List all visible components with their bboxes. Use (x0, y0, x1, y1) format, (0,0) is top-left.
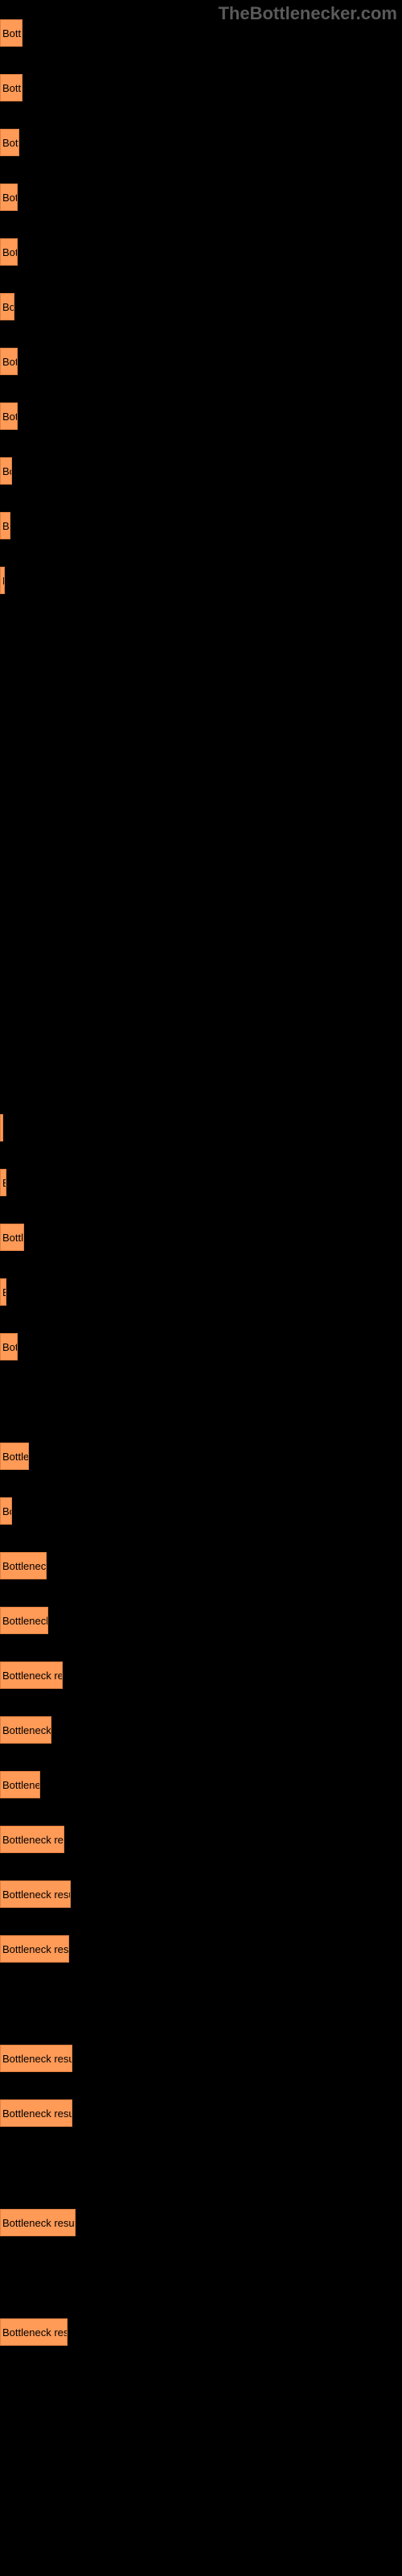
bar: Bottleneck result (0, 402, 18, 430)
bar-label: Bottleneck result (2, 1779, 39, 1791)
bar: Bottleneck result (0, 1333, 18, 1360)
bar-row: Bottleneck result (0, 238, 18, 266)
bar-row (0, 1114, 3, 1141)
bar-label: Bottleneck result (2, 1834, 64, 1846)
bar-row: Bottleneck result (0, 567, 5, 594)
bar-label: Bottleneck result (2, 1232, 23, 1244)
watermark-text: TheBottlenecker.com (218, 3, 397, 24)
bar-row: Bottleneck result (0, 2099, 72, 2127)
bar-label: Bottleneck result (2, 1177, 6, 1189)
bar: Bottleneck result (0, 2099, 72, 2127)
bar-row: Bottleneck result (0, 1333, 18, 1360)
bar: Bottleneck result (0, 567, 5, 594)
bar: Bottleneck result (0, 129, 19, 156)
bar: Bottleneck result (0, 1662, 63, 1689)
bar-row: Bottleneck result (0, 129, 19, 156)
bar: Bottleneck result (0, 1278, 6, 1306)
bar-row: Bottleneck result (0, 74, 23, 101)
bar-label: Bottleneck result (2, 575, 4, 587)
bar: Bottleneck result (0, 1443, 29, 1470)
bar: Bottleneck result (0, 1716, 51, 1744)
bar-row: Bottleneck result (0, 457, 12, 485)
bar-row: Bottleneck result (0, 1826, 64, 1853)
bar-row: Bottleneck result (0, 402, 18, 430)
bar-label: Bottleneck result (2, 82, 22, 94)
bar-label: Bottleneck result (2, 2107, 72, 2120)
bar-row: Bottleneck result (0, 2045, 72, 2072)
bar-row: Bottleneck result (0, 348, 18, 375)
bar: Bottleneck result (0, 1552, 47, 1579)
bar-row: Bottleneck result (0, 2318, 68, 2346)
bar: Bottleneck result (0, 1497, 12, 1525)
bar-row: Bottleneck result (0, 2209, 76, 2236)
bar: Bottleneck result (0, 1771, 40, 1798)
bar-row: Bottleneck result (0, 1662, 63, 1689)
bar-label: Bottleneck result (2, 301, 14, 313)
bar-label: Bottleneck result (2, 2217, 75, 2229)
bar-label: Bottleneck result (2, 1341, 17, 1353)
bar-label: Bottleneck result (2, 465, 11, 477)
bar-label: Bottleneck result (2, 1560, 46, 1572)
bar-label: Bottleneck result (2, 1451, 28, 1463)
bar-label: Bottleneck result (2, 137, 18, 149)
bar-label: Bottleneck result (2, 2053, 72, 2065)
bar-row: Bottleneck result (0, 1880, 71, 1908)
bar-label: Bottleneck result (2, 1943, 68, 1955)
bar-label: Bottleneck result (2, 1724, 51, 1736)
bar: Bottleneck result (0, 348, 18, 375)
bar-row: Bottleneck result (0, 1224, 24, 1251)
bar: Bottleneck result (0, 1880, 71, 1908)
bar-label: Bottleneck result (2, 1505, 11, 1517)
bar: Bottleneck result (0, 238, 18, 266)
bar: Bottleneck result (0, 2209, 76, 2236)
bar-row: Bottleneck result (0, 1497, 12, 1525)
bar-row: Bottleneck result (0, 293, 14, 320)
bar: Bottleneck result (0, 457, 12, 485)
bar-row: Bottleneck result (0, 1443, 29, 1470)
bar: Bottleneck result (0, 1826, 64, 1853)
chart-canvas: TheBottlenecker.com Bottleneck result Bot… (0, 0, 402, 2576)
bar-label: Bottleneck result (2, 27, 22, 39)
bar-row: Bottleneck result (0, 1607, 48, 1634)
bar: Bottleneck result (0, 1169, 6, 1196)
bar: Bottleneck result (0, 293, 14, 320)
bar-label: Bottleneck result (2, 1670, 62, 1682)
bar-row: Bottleneck result (0, 184, 18, 211)
bar-row: Bottleneck result (0, 1278, 6, 1306)
bar: Bottleneck result (0, 184, 18, 211)
bar: Bottleneck result (0, 512, 10, 539)
bar: Bottleneck result (0, 2318, 68, 2346)
bar-label: Bottleneck result (2, 1286, 6, 1298)
bar-row: Bottleneck result (0, 1935, 69, 1963)
bar-row: Bottleneck result (0, 1716, 51, 1744)
bar-row: Bottleneck result (0, 19, 23, 47)
bar-label: Bottleneck result (2, 1889, 70, 1901)
bar-row: Bottleneck result (0, 512, 10, 539)
bar: Bottleneck result (0, 1607, 48, 1634)
bar-label: Bottleneck result (2, 2326, 67, 2339)
bar-row: Bottleneck result (0, 1771, 40, 1798)
bar-label: Bottleneck result (2, 356, 17, 368)
bar-label: Bottleneck result (2, 192, 17, 204)
bar: Bottleneck result (0, 1224, 24, 1251)
bar: Bottleneck result (0, 74, 23, 101)
bar-row: Bottleneck result (0, 1169, 6, 1196)
bar-row: Bottleneck result (0, 1552, 47, 1579)
bar: Bottleneck result (0, 19, 23, 47)
bar-label: Bottleneck result (2, 520, 10, 532)
bar-label: Bottleneck result (2, 411, 17, 423)
bar (0, 1114, 3, 1141)
bar: Bottleneck result (0, 1935, 69, 1963)
bar: Bottleneck result (0, 2045, 72, 2072)
bar-label: Bottleneck result (2, 1615, 47, 1627)
bar-label: Bottleneck result (2, 246, 17, 258)
